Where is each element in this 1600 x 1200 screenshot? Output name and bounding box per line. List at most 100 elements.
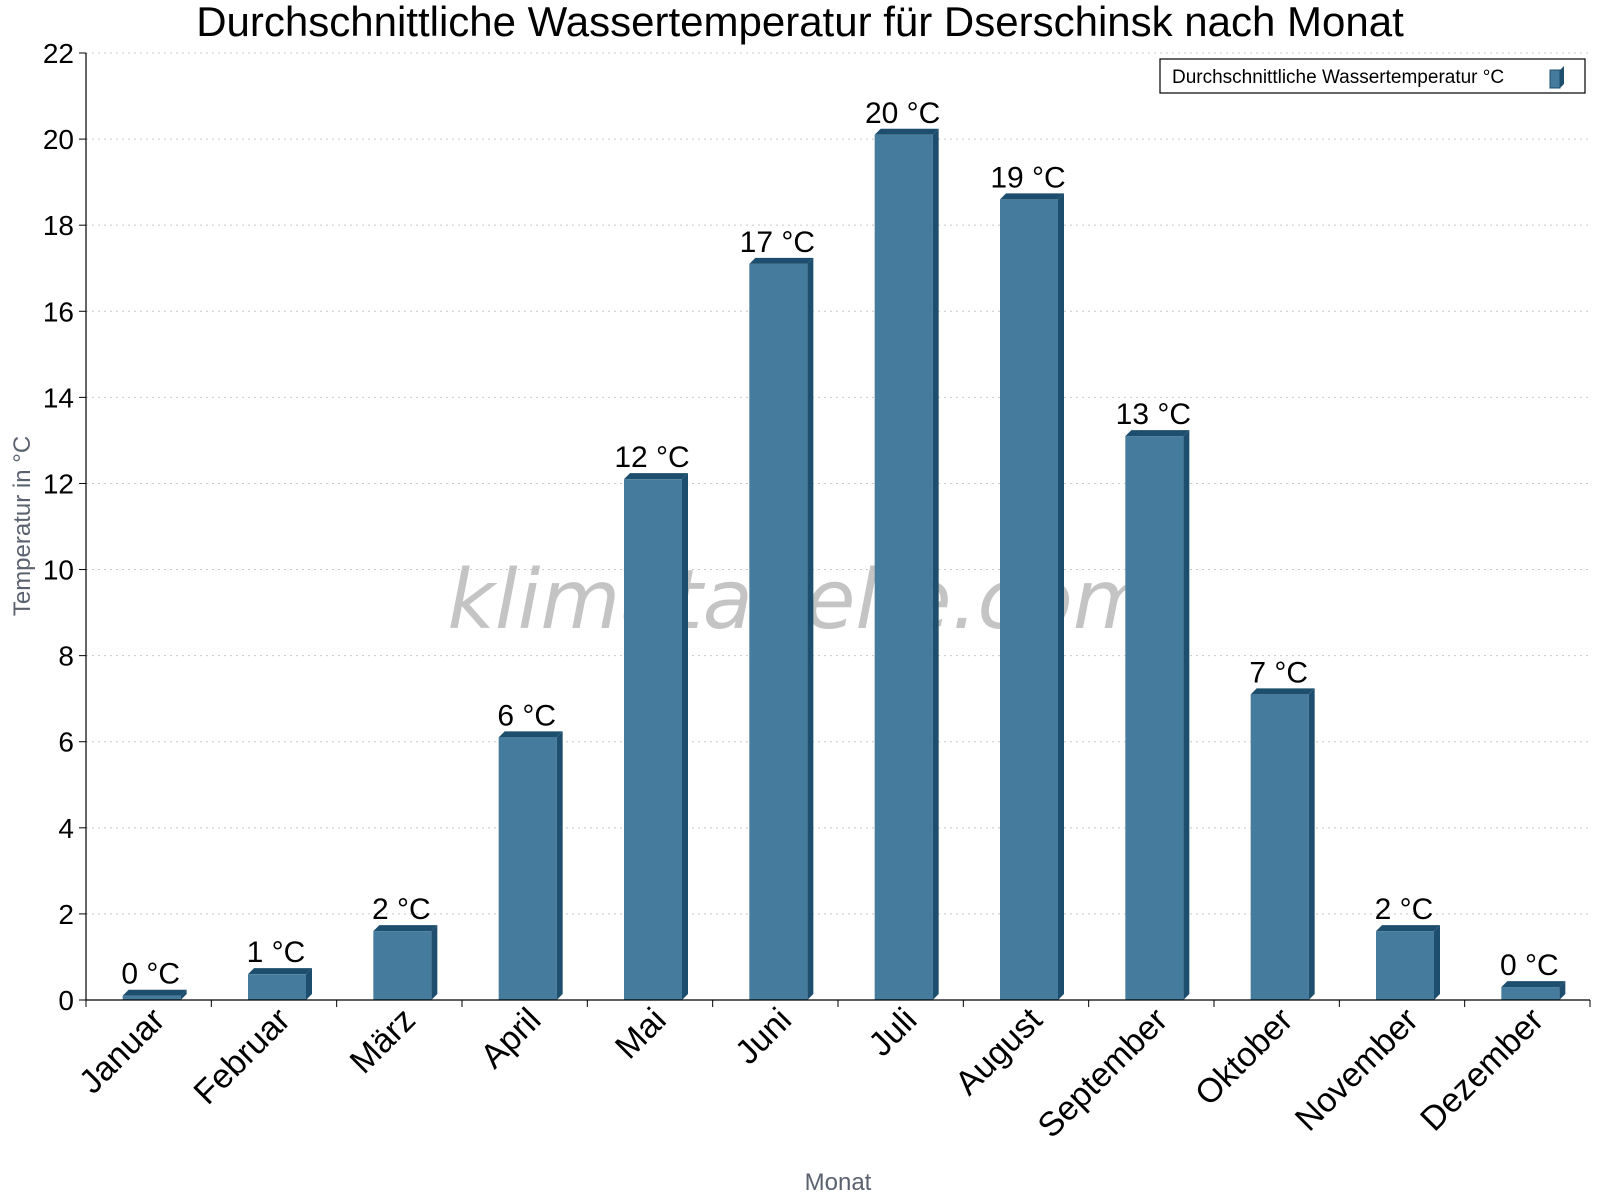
x-tick-label: Mai	[608, 1001, 674, 1067]
data-label: 0 °C	[1500, 949, 1559, 982]
y-tick-label: 6	[58, 727, 74, 758]
bar	[1250, 694, 1309, 1000]
y-axis-ticks: 0 2 4 6 8 10 12 14 16 18 20 22	[43, 38, 86, 1016]
x-tick-label: April	[473, 1001, 548, 1076]
y-tick-label: 2	[58, 899, 74, 930]
y-tick-label: 14	[43, 382, 74, 413]
bar-side	[1559, 981, 1566, 1000]
x-tick-label: November	[1288, 1001, 1426, 1139]
bar	[1125, 436, 1184, 1000]
bar-group	[874, 128, 939, 1000]
data-label: 1 °C	[247, 936, 306, 969]
data-label: 13 °C	[1116, 398, 1191, 431]
bar-top	[1000, 193, 1064, 200]
bar-group	[248, 968, 312, 1000]
bar-group	[498, 731, 563, 1000]
y-axis-title: Temperatur in °C	[9, 436, 36, 616]
bar-top	[1376, 925, 1440, 932]
bar-side	[306, 968, 312, 1000]
y-tick-label: 16	[43, 296, 74, 327]
bar-side	[1308, 688, 1315, 1000]
x-tick-label: Juni	[728, 1001, 799, 1072]
data-label: 12 °C	[614, 441, 689, 474]
bar-side	[1434, 925, 1440, 1000]
y-tick-label: 8	[58, 641, 74, 672]
axes	[85, 53, 1591, 1007]
grid-lines	[86, 52, 1590, 915]
bar-group	[1250, 688, 1315, 1000]
x-tick-label: Februar	[187, 1001, 298, 1112]
bar-top	[373, 925, 438, 932]
y-tick-label: 0	[58, 985, 74, 1016]
y-tick-label: 22	[43, 38, 74, 69]
legend-swatch-face	[1549, 69, 1561, 89]
bar-top	[874, 128, 939, 135]
bar-top	[122, 989, 187, 996]
y-tick-label: 20	[43, 124, 74, 155]
legend-swatch-side	[1560, 66, 1564, 88]
data-label: 2 °C	[1375, 893, 1434, 926]
bar-side	[556, 731, 563, 1000]
x-tick-label: Juli	[861, 1001, 924, 1064]
x-tick-label: Januar	[72, 1001, 172, 1101]
x-axis-title: Monat	[805, 1169, 872, 1196]
data-label: 20 °C	[865, 97, 940, 130]
y-tick-label: 12	[43, 468, 74, 499]
bar-side	[1058, 193, 1064, 1000]
bar-top	[624, 473, 688, 480]
bar	[874, 134, 933, 1000]
bar-top	[749, 257, 814, 264]
bar	[749, 263, 808, 1000]
x-axis-ticks: Januar Februar März April Mai Juni Juli AugustS…	[72, 1000, 1551, 1145]
bar-group	[624, 473, 688, 1000]
x-tick-label: August	[948, 1000, 1050, 1102]
bar-group	[1376, 925, 1440, 1000]
legend-label: Durchschnittliche Wassertemperatur °C	[1172, 67, 1504, 88]
x-tick-label: März	[343, 1001, 423, 1081]
data-label: 7 °C	[1249, 656, 1308, 689]
bars	[122, 128, 1566, 1000]
bar-top	[1501, 981, 1566, 988]
data-labels: 0 °C 1 °C 2 °C 6 °C 12 °C 17 °C 20 °C 19 °C 13 °…	[121, 97, 1558, 991]
bar-group	[122, 989, 187, 1000]
bar-side	[431, 925, 438, 1000]
bar	[248, 974, 306, 1000]
bar-group	[1000, 193, 1064, 1000]
bar-top	[1250, 688, 1315, 695]
legend-box	[1159, 58, 1586, 94]
data-label: 19 °C	[990, 161, 1065, 194]
bar-side	[1183, 430, 1190, 1000]
x-tick-label: Oktober	[1188, 1001, 1300, 1113]
data-label: 0 °C	[121, 958, 180, 991]
bar-side	[932, 128, 939, 1000]
bar	[122, 995, 181, 1000]
x-tick-label: September	[1031, 1001, 1175, 1145]
bar	[1000, 199, 1058, 1000]
bar	[373, 931, 432, 1000]
data-label: 2 °C	[372, 893, 431, 926]
bar-side	[682, 473, 688, 1000]
bar	[1501, 987, 1560, 1000]
bar	[498, 737, 557, 1000]
x-tick-label: Dezember	[1413, 1001, 1551, 1139]
bar-side	[180, 989, 187, 1000]
bar-top	[248, 968, 312, 975]
bar-side	[807, 257, 814, 1000]
bar-top	[1125, 430, 1190, 437]
chart-title: Durchschnittliche Wassertemperatur für D…	[196, 0, 1404, 45]
bar-group	[749, 257, 814, 1000]
bar	[1376, 931, 1434, 1000]
data-label: 6 °C	[497, 699, 556, 732]
y-tick-label: 4	[58, 813, 74, 844]
y-tick-label: 10	[43, 555, 74, 586]
bar-top	[498, 731, 563, 738]
legend-swatch	[1549, 66, 1564, 89]
bar-group	[1501, 981, 1566, 1000]
bar-group	[1125, 430, 1190, 1000]
bar	[624, 479, 682, 1000]
legend: Durchschnittliche Wassertemperatur °C	[1159, 58, 1586, 94]
bar-group	[373, 925, 438, 1000]
data-label: 17 °C	[740, 226, 815, 259]
